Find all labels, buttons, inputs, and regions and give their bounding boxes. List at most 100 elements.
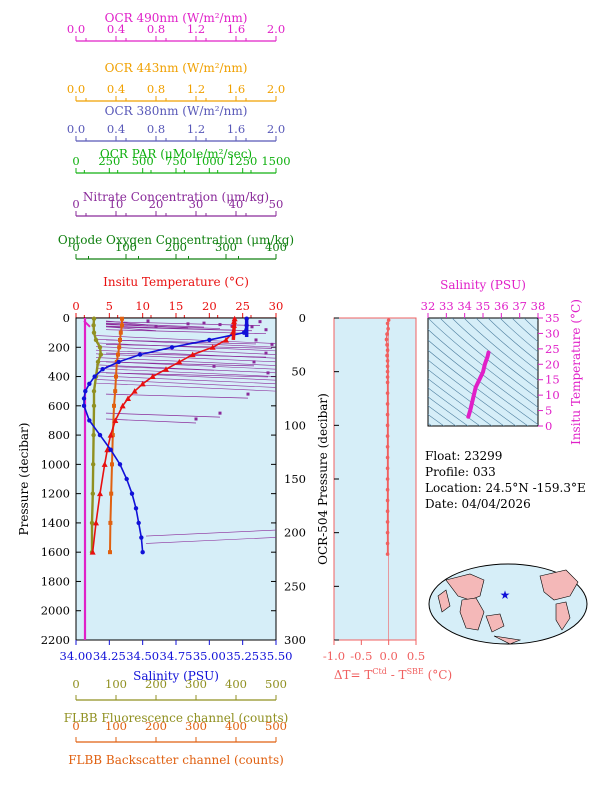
nitrate-point — [258, 320, 262, 324]
nitrate-point — [218, 411, 222, 415]
temperature-point — [223, 336, 229, 343]
bottom-axis-tick-label: 200 — [145, 719, 167, 733]
bottom-axis-tick-label: 35.50 — [260, 649, 293, 663]
density-contour — [487, 318, 538, 362]
top-axis-tick-label: 20 — [149, 197, 164, 211]
salinity-point — [137, 352, 143, 357]
top-axis-tick-label: 0 — [72, 299, 79, 313]
nitrate-point — [254, 338, 258, 342]
top-axis-tick-label: 2.0 — [267, 122, 285, 136]
top-axis-tick-label: 0.4 — [107, 122, 125, 136]
salinity-point — [116, 359, 121, 365]
bottom-axis-tick-label: 34.75 — [160, 649, 193, 663]
ts-salinity-tick-label: 32 — [421, 299, 436, 313]
top-axis-tick-label: 30 — [189, 197, 204, 211]
top-axis-tick-label: 1500 — [261, 154, 290, 168]
pressure-tick-label: 1200 — [41, 487, 70, 501]
pressure-tick-label: 1800 — [41, 574, 70, 588]
main-profile-panel — [75, 317, 277, 641]
top-axis-tick-label: 20 — [202, 299, 217, 313]
bottom-axis-label-backscatter: FLBB Backscatter channel (counts) — [68, 753, 284, 767]
top-axis-tick-label: 10 — [109, 197, 124, 211]
salinity-point — [83, 388, 88, 394]
fluorescence-point — [91, 388, 97, 394]
density-contour — [428, 369, 505, 426]
density-contour — [451, 318, 538, 390]
top-axis-tick-label: 50 — [269, 197, 284, 211]
ts-salinity-tick-label: 34 — [457, 299, 472, 313]
top-axis-tick-label: 0.0 — [67, 122, 85, 136]
salinity-point — [129, 491, 135, 496]
temperature-point — [189, 351, 196, 358]
salinity-point — [87, 381, 92, 387]
ts-temp-tick-label: 0 — [545, 419, 552, 433]
nitrate-trace — [105, 326, 157, 332]
density-contour — [428, 339, 538, 425]
top-axis-tick-label: 250 — [98, 154, 120, 168]
backscatter-point — [117, 345, 122, 350]
top-axis-tick-label: 500 — [132, 154, 154, 168]
top-axis-tick-label: 2.0 — [267, 22, 285, 36]
ts-temp-axis-label: Insitu Temperature (°C) — [569, 299, 583, 445]
pressure-tick-label: 800 — [48, 428, 70, 442]
pressure-tick-label: 1000 — [41, 457, 70, 471]
backscatter-point — [108, 520, 113, 525]
backscatter-point — [109, 491, 114, 496]
temperature-point — [107, 432, 114, 438]
backscatter-point — [114, 374, 118, 379]
density-contour — [439, 318, 538, 399]
salinity-point — [169, 345, 175, 350]
ts-salinity-tick-label: 37 — [512, 299, 527, 313]
nitrate-trace — [95, 346, 277, 355]
top-axis-tick-label: 0 — [72, 197, 79, 211]
backscatter-point — [118, 330, 123, 335]
nitrate-point — [252, 360, 256, 364]
bottom-axis-tick-label: 35.00 — [193, 649, 226, 663]
ocr504-pressure-tick-label: 300 — [284, 633, 306, 647]
nitrate-trace — [95, 371, 277, 381]
pressure-axis-label: Pressure (decibar) — [17, 423, 31, 536]
top-axis-tick-label: 1.6 — [227, 122, 245, 136]
fluorescence-point — [91, 316, 97, 321]
map-land — [445, 573, 485, 601]
nitrate-trace — [105, 343, 273, 349]
nitrate-trace — [95, 382, 277, 392]
nitrate-trace — [105, 320, 149, 326]
bottom-axis-tick-label: 0 — [72, 677, 79, 691]
ts-curve — [466, 350, 491, 419]
fluorescence-point — [93, 337, 99, 343]
fluorescence-point — [90, 491, 96, 496]
ocr504-pressure-tick-label: 150 — [284, 472, 306, 486]
pressure-tick-label: 1600 — [41, 545, 70, 559]
top-axis-tick-label: 0.4 — [107, 22, 125, 36]
nitrate-trace — [145, 529, 277, 537]
pressure-tick-label: 2200 — [41, 633, 70, 647]
delta-t-tick-label: -0.5 — [350, 649, 372, 663]
nitrate-trace — [95, 364, 277, 374]
pressure-tick-label: 600 — [48, 399, 70, 413]
map-land — [493, 635, 522, 645]
top-axis-tick-label: 1.2 — [187, 22, 205, 36]
temperature-point — [149, 373, 156, 380]
salinity-point — [140, 549, 145, 555]
pressure-tick-label: 1400 — [41, 516, 70, 530]
nitrate-point — [202, 321, 206, 325]
top-axis-label-par: OCR PAR (μMole/m²/sec) — [100, 147, 252, 161]
top-axis-tick-label: 0.4 — [107, 82, 125, 96]
salinity-point — [117, 462, 123, 467]
top-axis-tick-label: 1000 — [195, 154, 224, 168]
ocr504-pressure-tick-label: 200 — [284, 526, 306, 540]
ts-salinity-axis-label: Salinity (PSU) — [440, 278, 526, 292]
top-axis-tick-label: 100 — [115, 240, 137, 254]
temperature-point — [93, 519, 99, 526]
temperature-point — [89, 549, 96, 555]
world-map: ★ — [428, 563, 588, 645]
map-land — [437, 589, 451, 613]
delta-t-sup: SBE — [407, 667, 424, 676]
ocr504-pressure-tick-label: 100 — [284, 418, 306, 432]
nitrate-trace — [105, 326, 253, 332]
temperature-point — [119, 402, 126, 409]
top-axis-tick-label: 0.8 — [147, 22, 165, 36]
bottom-axis-tick-label: 100 — [105, 719, 127, 733]
